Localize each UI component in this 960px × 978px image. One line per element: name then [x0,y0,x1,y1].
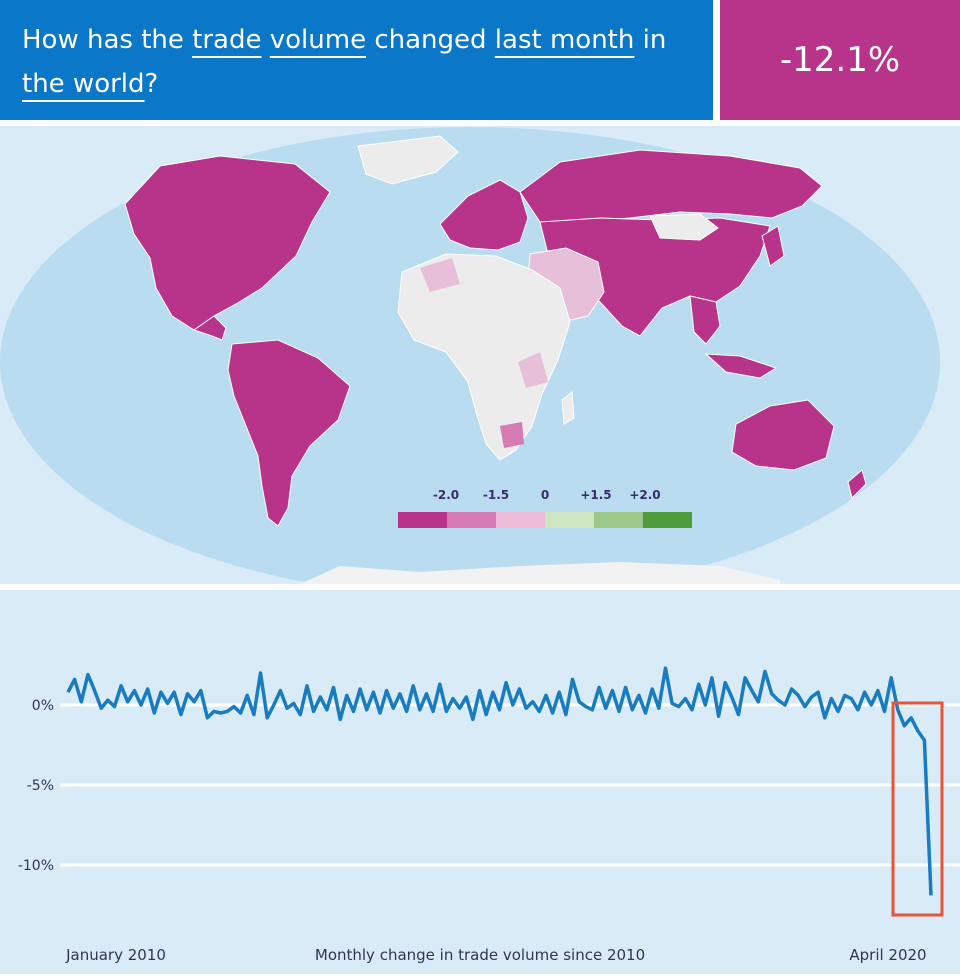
mongolia-shape [649,213,719,241]
south-africa-highlight [500,422,524,448]
madagascar-shape [561,391,575,425]
question-banner: How has the trade volume changed last mo… [0,0,713,120]
question-part: changed [366,25,495,55]
world-map: -2.0 -1.5 0 +1.5 +2.0 [0,127,940,584]
legend-label: -1.5 [483,488,509,502]
y-tick-label: 0% [32,698,54,714]
world-map-panel: -2.0 -1.5 0 +1.5 +2.0 [0,126,960,584]
question-link-last-month[interactable]: last month [494,25,635,55]
legend-swatch [496,512,545,528]
japan-shape[interactable] [761,225,785,267]
legend-swatch [643,512,692,528]
x-end-label: April 2020 [849,946,926,964]
map-legend: -2.0 -1.5 0 +1.5 +2.0 [398,488,692,528]
legend-label: +2.0 [629,488,660,502]
line-chart: 0% -5% -10% January 2010 Monthly change in… [18,666,960,964]
antarctica-shape [300,562,780,584]
legend-label: 0 [541,488,549,502]
x-start-label: January 2010 [65,946,166,964]
southeast-asia-shape[interactable] [689,295,721,345]
question-part: ? [144,69,159,99]
south-america-shape[interactable] [227,339,351,527]
x-axis-title: Monthly change in trade volume since 201… [315,946,645,964]
legend-swatch [398,512,447,528]
europe-shape[interactable] [439,179,529,251]
australia-shape[interactable] [731,399,835,471]
indonesia-shape[interactable] [704,353,778,379]
y-tick-label: -5% [27,778,54,794]
east-africa-highlight [518,352,548,388]
africa-shape[interactable] [397,253,571,461]
new-zealand-shape[interactable] [847,469,867,499]
legend-label: +1.5 [580,488,611,502]
legend-swatch [447,512,496,528]
headline-value-box: -12.1% [720,0,960,120]
question-text: How has the trade volume changed last mo… [22,18,691,106]
north-america-shape[interactable] [124,155,331,331]
question-link-the-world[interactable]: the world [22,69,145,99]
russia-shape[interactable] [519,149,823,223]
series-line [66,666,933,896]
legend-label: -2.0 [433,488,459,502]
grid-layer [60,703,960,867]
legend-swatch [594,512,643,528]
y-tick-label: -10% [18,858,54,874]
question-space [261,25,269,55]
greenland-shape [357,135,459,185]
legend-swatch [545,512,594,528]
headline-value: -12.1% [779,40,901,80]
question-part: How has the [22,25,193,55]
question-link-trade[interactable]: trade [192,25,262,55]
highlight-box [891,701,944,917]
central-america-shape[interactable] [192,315,227,341]
question-part: in [634,25,667,55]
ticks-layer: 0% -5% -10% [18,698,54,874]
question-link-volume[interactable]: volume [269,25,367,55]
line-chart-panel: 0% -5% -10% January 2010 Monthly change in… [0,590,960,974]
north-africa-highlight [420,258,460,292]
